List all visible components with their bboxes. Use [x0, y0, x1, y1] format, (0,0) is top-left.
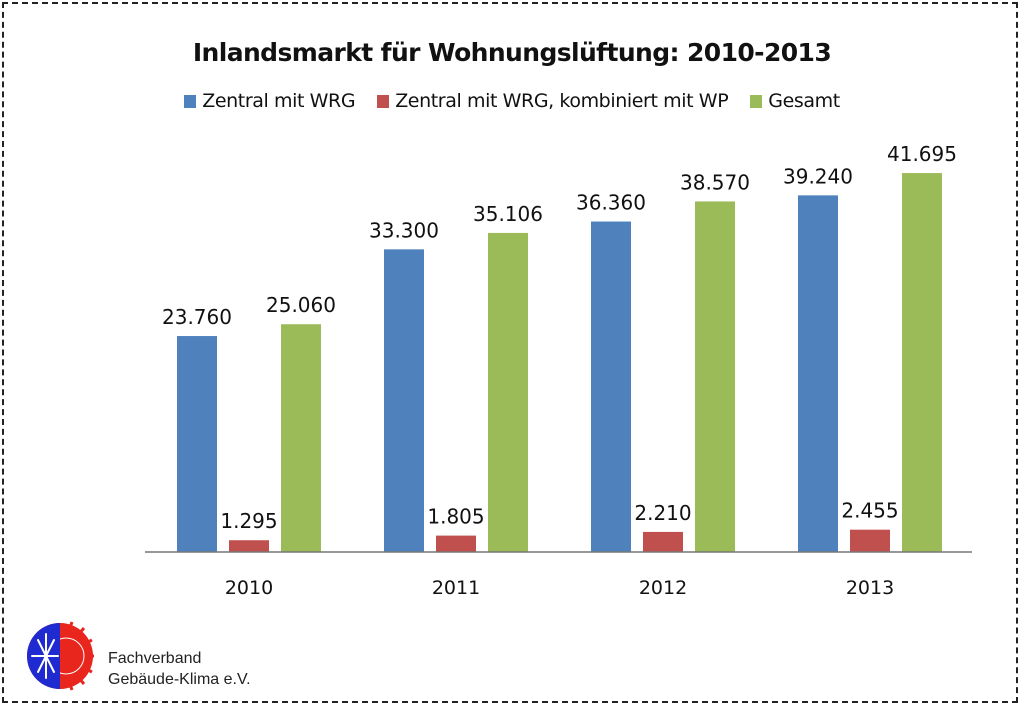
bar-2011-series-0 [384, 249, 424, 552]
chart-title: Inlandsmarkt für Wohnungslüftung: 2010-2… [192, 38, 832, 67]
data-label-2010-series-2: 25.060 [266, 293, 336, 317]
data-label-2013-series-0: 39.240 [783, 164, 853, 188]
bar-2013-series-2 [902, 173, 942, 553]
x-tick-label-2010: 2010 [225, 577, 273, 599]
data-label-2012-series-1: 2.210 [634, 501, 691, 525]
data-label-2012-series-0: 36.360 [576, 191, 646, 215]
legend-swatch-gesamt [750, 94, 763, 108]
legend-label-zentral: Zentral mit WRG [202, 90, 356, 112]
bar-2012-series-1 [643, 531, 683, 552]
data-label-2011-series-2: 35.106 [473, 202, 543, 226]
legend-item-kombiniert: Zentral mit WRG, kombiniert mit WP [377, 90, 729, 112]
data-label-2011-series-1: 1.805 [427, 505, 484, 529]
bar-2013-series-1 [850, 529, 890, 552]
legend-item-zentral: Zentral mit WRG [184, 90, 356, 112]
org-line-1: Fachverband [108, 650, 202, 667]
data-label-2013-series-2: 41.695 [887, 142, 957, 166]
bar-2010-series-1 [229, 540, 269, 552]
bar-2011-series-2 [488, 232, 528, 552]
bar-2011-series-1 [436, 535, 476, 552]
legend-label-gesamt: Gesamt [768, 90, 840, 112]
organization-name: Fachverband Gebäude-Klima e.V. [108, 648, 251, 690]
data-label-2011-series-0: 33.300 [369, 218, 439, 242]
data-label-2010-series-1: 1.295 [220, 509, 277, 533]
org-line-2: Gebäude-Klima e.V. [108, 671, 251, 688]
legend-label-kombiniert: Zentral mit WRG, kombiniert mit WP [395, 90, 729, 112]
data-label-2012-series-2: 38.570 [680, 170, 750, 194]
legend-swatch-kombiniert [377, 94, 390, 108]
data-label-2013-series-1: 2.455 [841, 499, 898, 523]
legend: Zentral mit WRG Zentral mit WRG, kombini… [0, 90, 1024, 112]
x-tick-label-2011: 2011 [432, 577, 480, 599]
bar-2010-series-2 [281, 324, 321, 552]
legend-swatch-zentral [184, 94, 197, 108]
bar-2013-series-0 [798, 195, 838, 553]
legend-item-gesamt: Gesamt [750, 90, 840, 112]
x-tick-label-2013: 2013 [846, 577, 894, 599]
x-tick-label-2012: 2012 [639, 577, 687, 599]
fgk-logo-icon [27, 621, 94, 691]
bar-2012-series-2 [695, 201, 735, 552]
bar-2012-series-0 [591, 221, 631, 552]
data-label-2010-series-0: 23.760 [162, 305, 232, 329]
bar-2010-series-0 [177, 336, 217, 552]
